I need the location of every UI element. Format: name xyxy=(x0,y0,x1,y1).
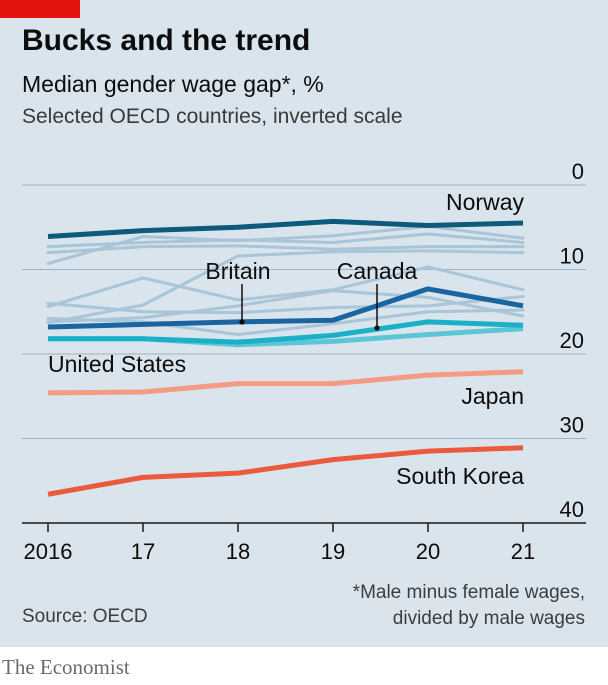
chart-title: Bucks and the trend xyxy=(22,24,311,57)
y-tick-label: 10 xyxy=(560,244,584,269)
source-note: Source: OECD xyxy=(22,606,148,627)
south-korea-line xyxy=(47,445,524,497)
norway-line xyxy=(47,218,524,240)
japan-line xyxy=(47,369,524,396)
chart-subtitle: Median gender wage gap*, % xyxy=(22,71,324,97)
canada-line xyxy=(48,319,524,345)
footnote: *Male minus female wages, divided by mal… xyxy=(353,580,585,632)
y-tick-label: 30 xyxy=(560,413,584,438)
canada-leader-dot xyxy=(374,325,380,331)
footnote-line: divided by male wages xyxy=(392,608,585,629)
britain-label: Britain xyxy=(205,258,270,284)
x-tick-label: 2016 xyxy=(24,539,73,564)
other-country-line xyxy=(46,308,525,337)
x-tick-label: 18 xyxy=(226,539,250,564)
south-korea-label: South Korea xyxy=(396,463,524,489)
y-tick-label: 40 xyxy=(560,497,584,522)
annotations: Norway Britain Canada United States Japa… xyxy=(48,189,524,489)
x-tick-label: 20 xyxy=(416,539,440,564)
brand-logo: The Economist xyxy=(2,655,130,679)
brand-red-tag xyxy=(0,0,80,18)
x-tick-label: 21 xyxy=(511,539,535,564)
y-tick-label: 0 xyxy=(572,159,584,184)
y-tick-label: 20 xyxy=(560,328,584,353)
japan-label: Japan xyxy=(461,383,524,409)
footnote-line: *Male minus female wages, xyxy=(352,582,585,603)
gridlines xyxy=(22,184,586,524)
other-country-line xyxy=(46,265,525,309)
other-country-line xyxy=(46,232,525,249)
chart-note: Selected OECD countries, inverted scale xyxy=(22,105,403,128)
line-chart: 0 10 20 30 40 2016 17 18 19 20 21 Norway Britain … xyxy=(22,159,586,564)
other-country-line xyxy=(46,244,525,255)
y-axis-tick-labels: 0 10 20 30 40 xyxy=(560,159,584,522)
other-country-line xyxy=(46,249,525,325)
x-axis: 2016 17 18 19 20 21 xyxy=(24,523,535,564)
highlighted-country-lines xyxy=(47,218,524,497)
x-tick-label: 19 xyxy=(321,539,345,564)
other-country-line xyxy=(46,295,525,315)
canada-label: Canada xyxy=(337,258,418,284)
other-country-line xyxy=(46,289,525,324)
other-countries-lines xyxy=(46,224,525,337)
britain-line xyxy=(47,286,524,330)
britain-leader-dot xyxy=(239,319,245,325)
united-states-label: United States xyxy=(48,351,186,377)
other-country-line xyxy=(46,224,525,266)
x-tick-label: 17 xyxy=(131,539,155,564)
norway-label: Norway xyxy=(446,189,524,215)
